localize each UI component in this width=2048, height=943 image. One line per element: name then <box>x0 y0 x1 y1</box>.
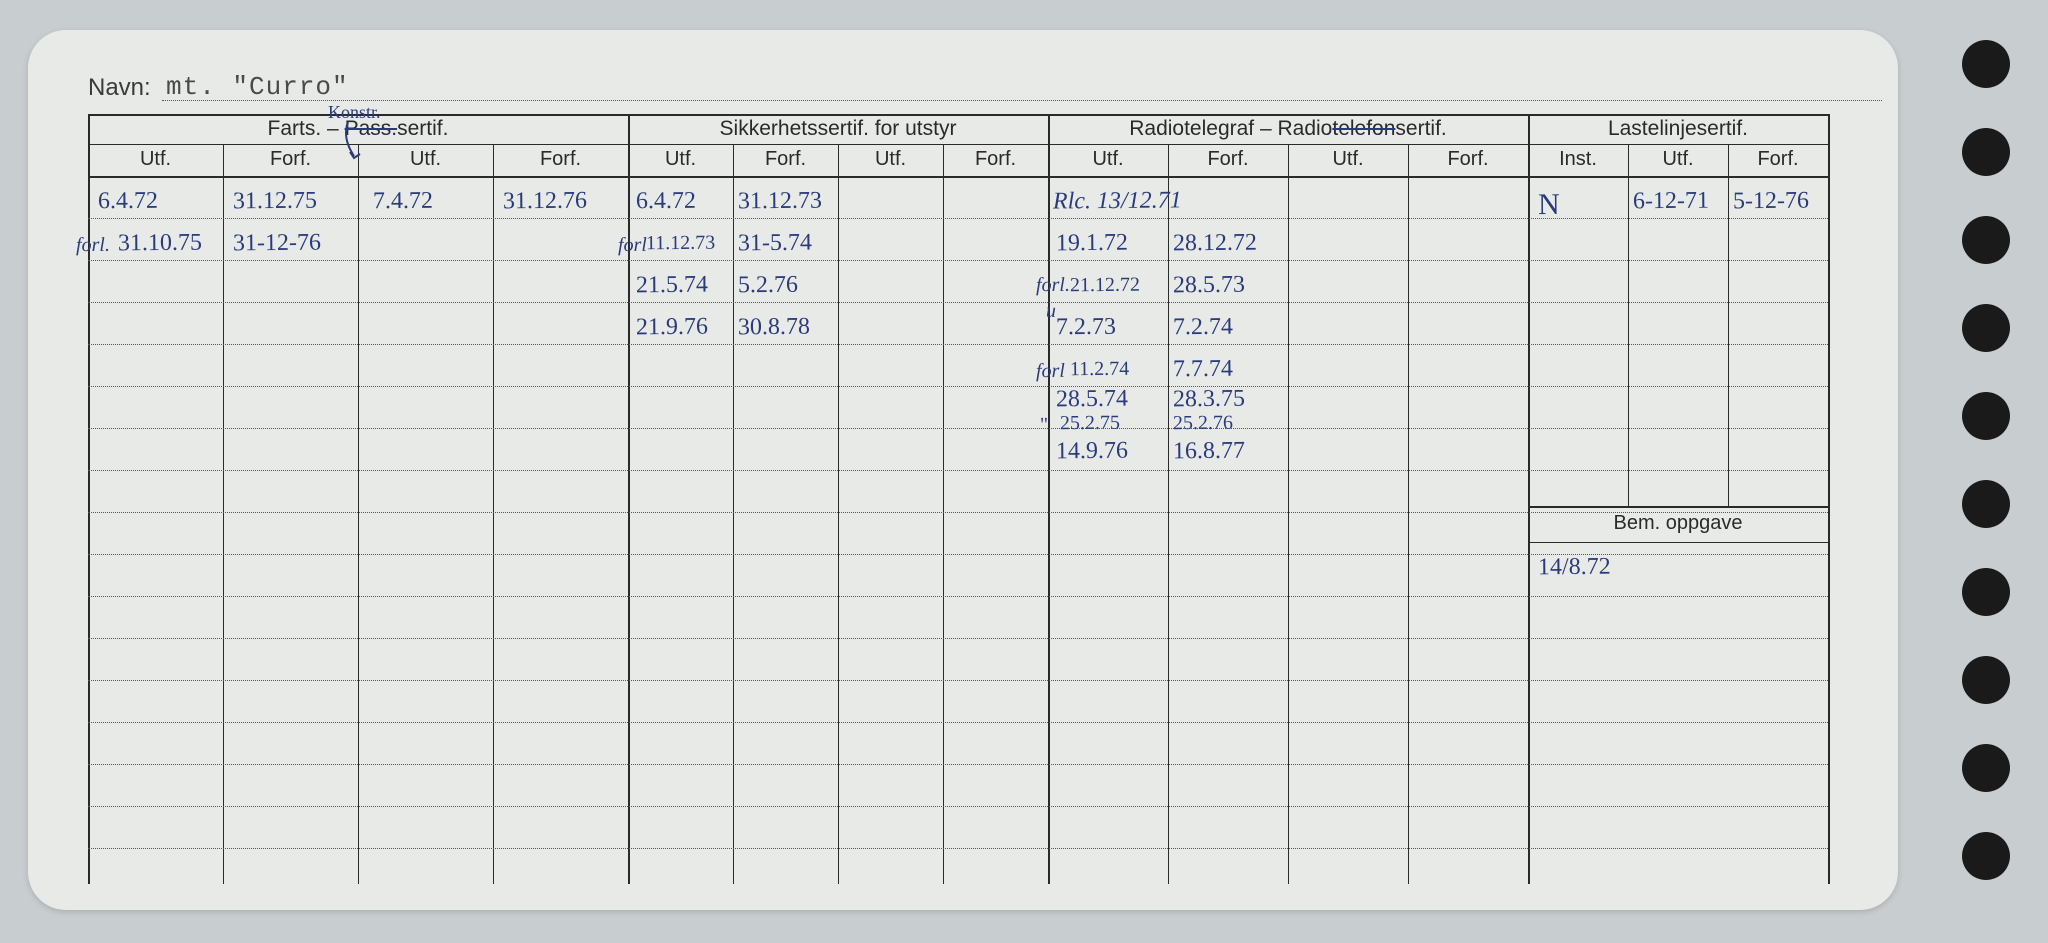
cell: 21.9.76 <box>636 314 708 342</box>
punch-hole <box>1962 304 2010 352</box>
bem-value: 14/8.72 <box>1538 554 1611 582</box>
cell: 11.2.74 <box>1070 358 1129 382</box>
cell: 5-12-76 <box>1733 188 1809 216</box>
navn-label: Navn: <box>88 74 151 102</box>
cell: 7.2.74 <box>1173 314 1233 342</box>
cell: 7.7.74 <box>1173 356 1233 384</box>
cell: 28.12.72 <box>1173 230 1257 258</box>
col-utf: Utf. <box>628 148 733 171</box>
cell: 16.8.77 <box>1173 438 1245 466</box>
col-forf: Forf. <box>493 148 628 171</box>
prefix-forl: forl. <box>76 234 110 257</box>
cell: 31-5.74 <box>738 230 812 258</box>
cell: 6.4.72 <box>98 188 158 216</box>
prefix-forl: forl. <box>1036 274 1070 297</box>
cell: 28.3.75 <box>1173 386 1245 414</box>
col-utf: Utf. <box>1628 148 1728 171</box>
record-card: Navn: mt. "Curro" <box>28 30 1898 910</box>
col-utf: Utf. <box>838 148 943 171</box>
punch-hole <box>1962 392 2010 440</box>
cell: 25.2.75 <box>1060 412 1120 436</box>
punch-hole <box>1962 216 2010 264</box>
punch-hole <box>1962 832 2010 880</box>
annot-u: u <box>1046 300 1056 323</box>
col-utf: Utf. <box>88 148 223 171</box>
col-forf: Forf. <box>943 148 1048 171</box>
cell: 7.4.72 <box>373 188 433 216</box>
radio-part2: sertif. <box>1395 117 1446 140</box>
table-grid: Farts. – Pass.sertif. Konstr. Sikkerhets… <box>88 114 1828 884</box>
col-forf: Forf. <box>1408 148 1528 171</box>
navn-underline <box>162 100 1882 101</box>
cell: 30.8.78 <box>738 314 810 342</box>
section-sikkerhet-header: Sikkerhetssertif. for utstyr <box>628 117 1048 141</box>
cell: 14.9.76 <box>1056 438 1128 466</box>
cell: 31-12-76 <box>233 230 321 258</box>
bem-oppgave-header: Bem. oppgave <box>1528 512 1828 535</box>
cell: Rlc. 13/12.71 <box>1053 187 1182 215</box>
cell: 31.10.75 <box>118 230 202 258</box>
radio-strike: telefon <box>1332 117 1395 140</box>
punch-hole <box>1962 128 2010 176</box>
radio-part1: Radiotelegraf – Radio <box>1129 117 1332 140</box>
cell: 21.12.72 <box>1070 274 1140 298</box>
cell: 25.2.76 <box>1173 412 1233 436</box>
cell: 11.12.73 <box>646 232 715 256</box>
col-forf: Forf. <box>1728 148 1828 171</box>
prefix-forl: forl <box>1036 360 1065 383</box>
punch-hole <box>1962 744 2010 792</box>
col-forf: Forf. <box>223 148 358 171</box>
col-utf: Utf. <box>1288 148 1408 171</box>
navn-value: mt. "Curro" <box>166 72 349 102</box>
punch-hole <box>1962 568 2010 616</box>
punch-hole <box>1962 480 2010 528</box>
cell: 19.1.72 <box>1056 230 1128 258</box>
cell: N <box>1538 188 1560 222</box>
punch-holes <box>1946 40 2026 900</box>
cell: 28.5.74 <box>1056 386 1128 414</box>
col-utf: Utf. <box>358 148 493 171</box>
col-utf: Utf. <box>1048 148 1168 171</box>
cell: 28.5.73 <box>1173 272 1245 300</box>
cell: 6.4.72 <box>636 188 696 216</box>
cell: 5.2.76 <box>738 272 798 300</box>
col-forf: Forf. <box>733 148 838 171</box>
cell: 31.12.75 <box>233 188 317 216</box>
farts-sertif: sertif. <box>397 117 448 140</box>
prefix-forl: forl <box>618 234 647 257</box>
cell: 31.12.76 <box>503 188 587 216</box>
cell: 7.2.73 <box>1056 314 1116 342</box>
punch-hole <box>1962 40 2010 88</box>
col-inst: Inst. <box>1528 148 1628 171</box>
section-lastelinje-header: Lastelinjesertif. <box>1528 117 1828 141</box>
cell: 6-12-71 <box>1633 188 1709 216</box>
cell: 21.5.74 <box>636 272 708 300</box>
section-radio-header: Radiotelegraf – Radiotelefonsertif. <box>1048 117 1528 141</box>
annot-ditto: " <box>1040 414 1048 437</box>
cell: 31.12.73 <box>738 188 822 216</box>
col-forf: Forf. <box>1168 148 1288 171</box>
punch-hole <box>1962 656 2010 704</box>
